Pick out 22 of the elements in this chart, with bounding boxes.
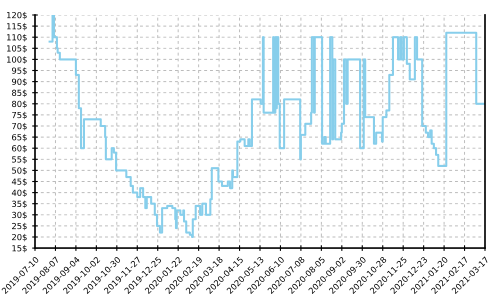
y-tick-label: 20$ bbox=[12, 234, 27, 242]
y-tick-label: 25$ bbox=[12, 222, 27, 230]
y-tick-label: 85$ bbox=[12, 90, 27, 98]
y-tick-label: 15$ bbox=[12, 244, 27, 252]
y-tick-label: 95$ bbox=[12, 67, 27, 75]
y-tick-label: 60$ bbox=[12, 145, 27, 153]
y-tick-label: 120$ bbox=[7, 12, 27, 20]
y-tick-label: 50$ bbox=[12, 167, 27, 175]
y-tick-label: 45$ bbox=[12, 178, 27, 186]
y-tick-label: 40$ bbox=[12, 189, 27, 197]
y-tick-label: 55$ bbox=[12, 156, 27, 164]
y-tick-label: 115$ bbox=[7, 22, 27, 30]
y-tick-label: 105$ bbox=[7, 45, 27, 53]
y-tick-label: 35$ bbox=[12, 200, 27, 208]
y-tick-label: 30$ bbox=[12, 212, 27, 220]
y-tick-label: 100$ bbox=[7, 56, 27, 64]
y-tick-label: 90$ bbox=[12, 78, 27, 86]
y-tick-label: 70$ bbox=[12, 122, 27, 130]
y-tick-label: 65$ bbox=[12, 134, 27, 142]
y-tick-label: 75$ bbox=[12, 112, 27, 120]
y-tick-label: 110$ bbox=[7, 34, 27, 42]
y-tick-label: 80$ bbox=[12, 100, 27, 108]
